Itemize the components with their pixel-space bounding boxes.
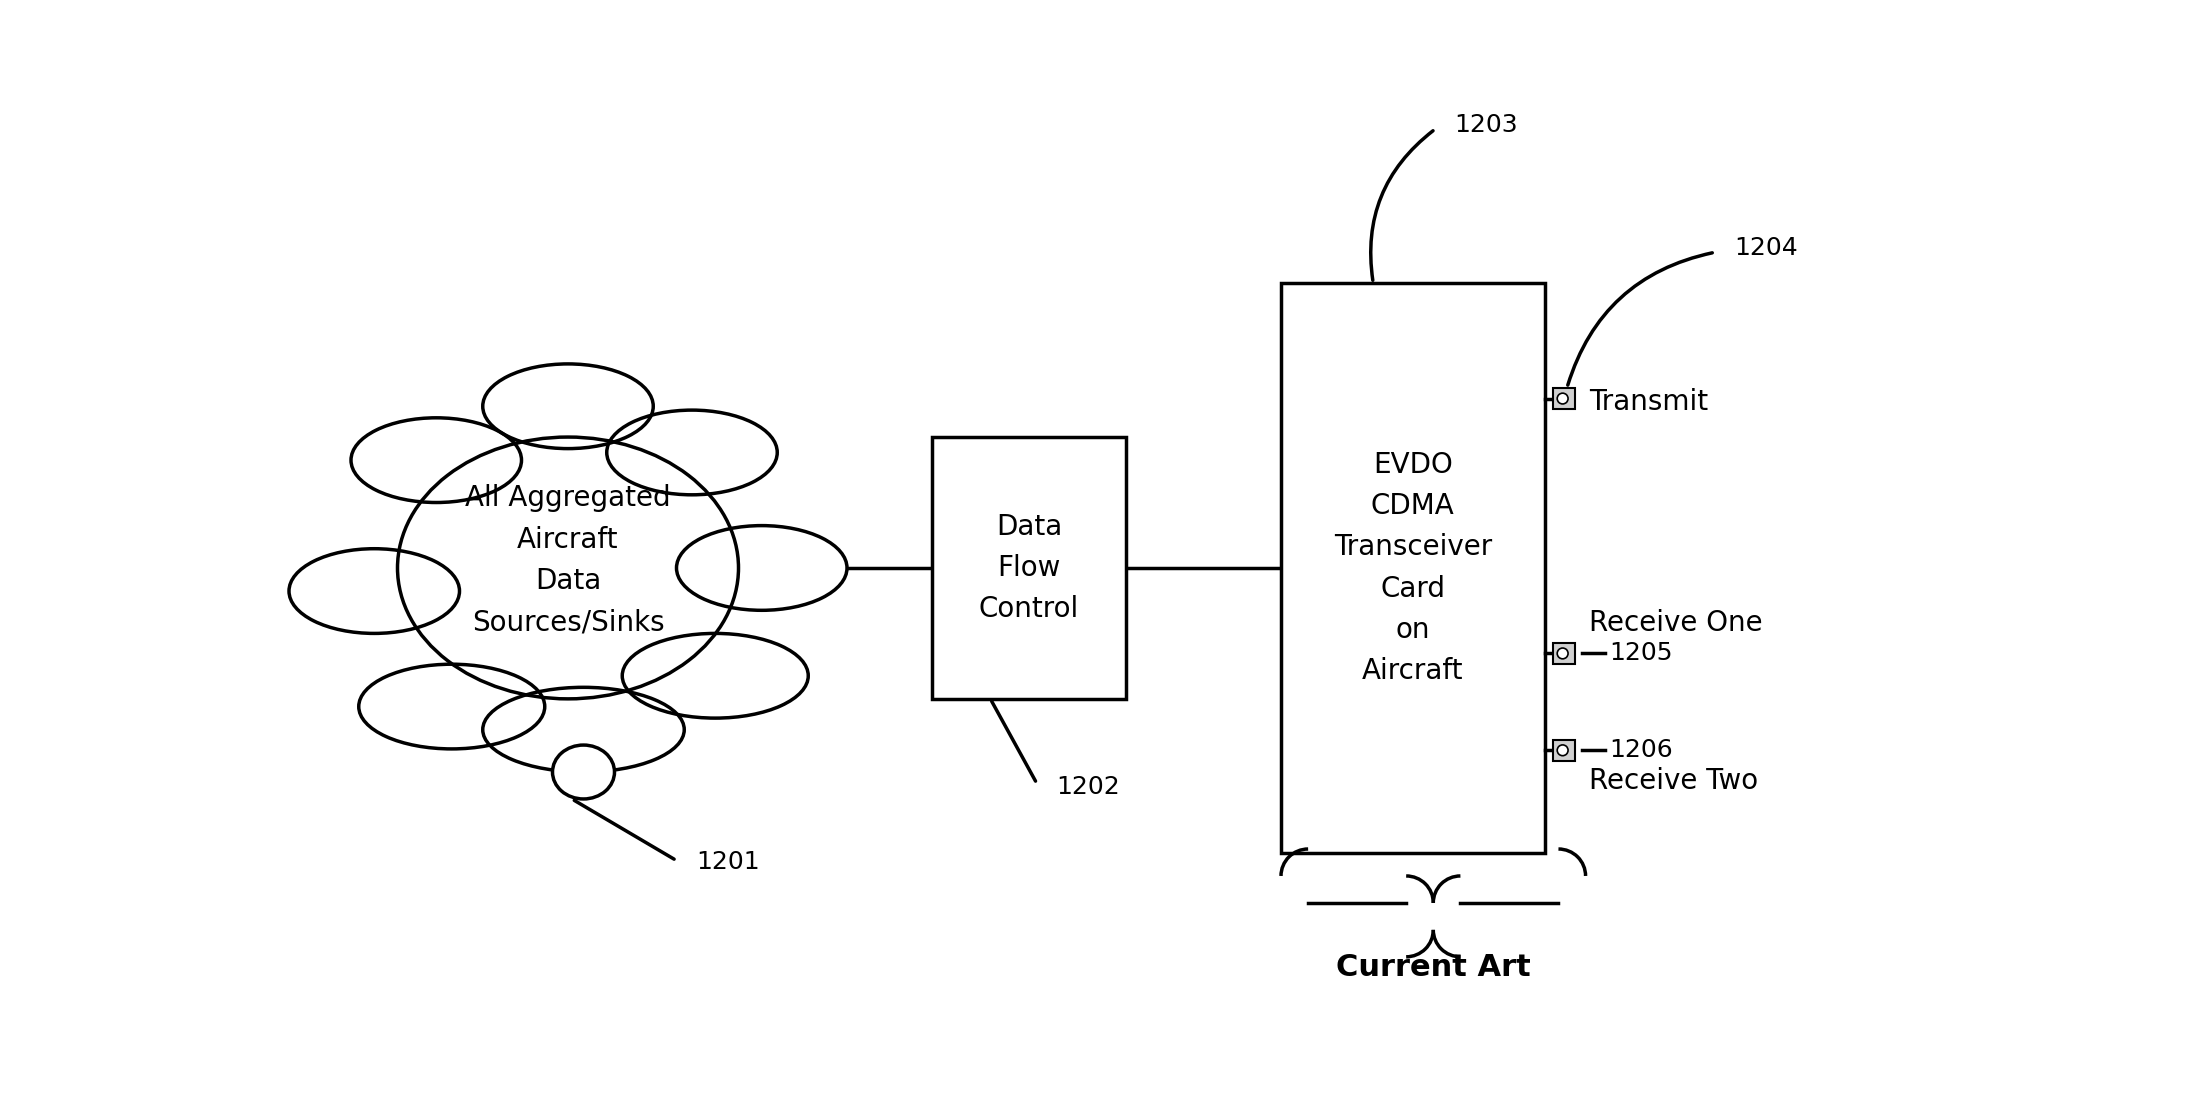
Text: 1203: 1203 (1455, 114, 1518, 137)
Bar (1553, 643, 1575, 664)
Text: 1202: 1202 (1057, 775, 1120, 800)
Ellipse shape (676, 526, 847, 610)
Ellipse shape (554, 745, 615, 799)
Bar (932, 437, 1127, 698)
Bar (1553, 740, 1575, 761)
Ellipse shape (289, 549, 459, 634)
Bar (1280, 283, 1545, 853)
Text: Receive Two: Receive Two (1588, 768, 1759, 795)
Ellipse shape (359, 664, 545, 749)
Circle shape (1558, 745, 1569, 755)
Ellipse shape (398, 437, 740, 698)
Text: Transmit: Transmit (1588, 389, 1709, 417)
Ellipse shape (484, 687, 685, 772)
Ellipse shape (606, 410, 777, 495)
Text: EVDO
CDMA
Transceiver
Card
on
Aircraft: EVDO CDMA Transceiver Card on Aircraft (1335, 451, 1492, 685)
Text: Receive One: Receive One (1588, 608, 1764, 636)
Ellipse shape (621, 634, 807, 719)
Text: 1206: 1206 (1608, 739, 1672, 762)
Text: Current Art: Current Art (1337, 952, 1532, 981)
Circle shape (1558, 648, 1569, 658)
Ellipse shape (350, 418, 521, 502)
Text: All Aggregated
Aircraft
Data
Sources/Sinks: All Aggregated Aircraft Data Sources/Sin… (466, 485, 672, 636)
Text: 1204: 1204 (1735, 236, 1799, 261)
Text: Data
Flow
Control: Data Flow Control (978, 512, 1079, 623)
Text: 1201: 1201 (696, 850, 759, 874)
Text: 1205: 1205 (1608, 642, 1672, 665)
Ellipse shape (484, 364, 654, 449)
Circle shape (1558, 393, 1569, 404)
Bar (1553, 388, 1575, 409)
